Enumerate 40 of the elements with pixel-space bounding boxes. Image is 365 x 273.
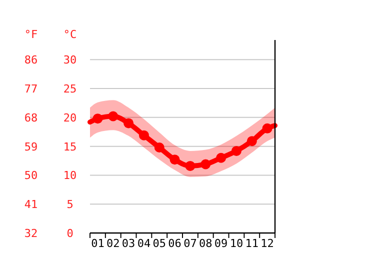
x-tick-label: 12 [260,237,274,250]
point [124,118,134,128]
point [200,159,211,170]
y-tick-label: 30 [63,54,77,67]
point [231,146,242,156]
y-tick-label: 15 [63,140,77,154]
x-tick-label: 04 [137,237,151,250]
point [154,142,164,152]
y2-tick-label: 41 [24,198,38,212]
y2-tick-label: 59 [24,140,38,154]
x-tick-label: 10 [230,237,244,250]
point [170,154,180,165]
point [262,123,272,134]
y-tick-label: 20 [63,111,77,124]
y2-tick-label: 32 [24,227,38,240]
y2-axis-title: °F [24,28,38,41]
x-tick-label: 11 [245,237,258,250]
y-axis-title: °C [63,28,77,41]
point [138,130,149,140]
point [216,152,226,163]
x-tick-label: 07 [184,237,197,250]
point [92,114,103,124]
point [108,111,118,122]
x-tick-label: 01 [91,237,104,250]
y-tick-label: 10 [63,169,77,182]
x-tick-label: 08 [199,237,212,250]
y2-tick-label: 50 [24,169,38,182]
y-tick-label: 0 [66,227,74,240]
y-tick-label: 5 [66,198,74,212]
y-tick-label: 25 [63,82,77,96]
x-tick-label: 05 [152,237,166,250]
x-tick-label: 02 [106,237,120,250]
x-tick-label: 06 [168,237,182,250]
x-tick-label: 03 [122,237,136,250]
point [185,160,196,171]
y2-tick-label: 68 [24,111,38,124]
point [246,136,257,146]
y2-tick-label: 77 [24,82,38,96]
x-tick-label: 09 [214,237,228,250]
y2-tick-label: 86 [24,54,38,67]
